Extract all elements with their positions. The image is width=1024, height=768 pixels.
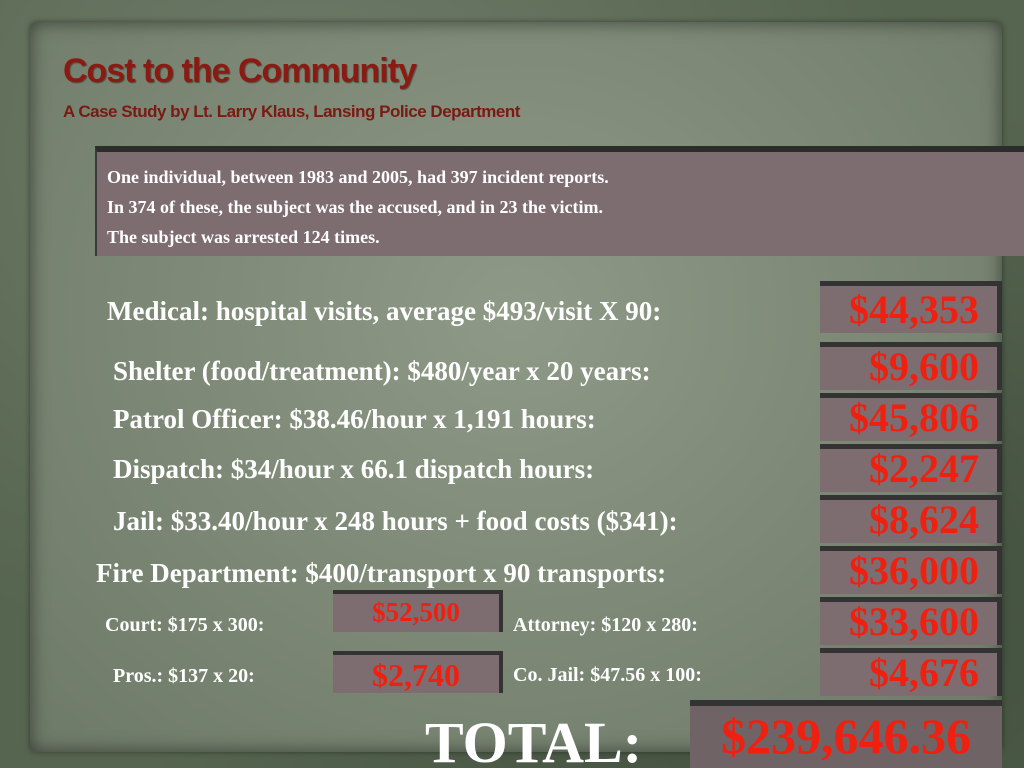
jail-label: Jail: $33.40/hour x 248 hours + food cos… (113, 506, 678, 536)
cojail-label: Co. Jail: $47.56 x 100: (513, 664, 702, 686)
fire-amount: $36,000 (820, 546, 1002, 594)
shelter-amount: $9,600 (820, 342, 1002, 390)
patrol-amount: $45,806 (820, 393, 1002, 441)
summary-line: The subject was arrested 124 times. (107, 227, 380, 247)
court-amount: $52,500 (333, 590, 503, 632)
dispatch-label: Dispatch: $34/hour x 66.1 dispatch hours… (113, 454, 595, 484)
medical-amount: $44,353 (820, 281, 1002, 333)
attorney-amount: $33,600 (820, 597, 1002, 645)
court-label: Court: $175 x 300: (105, 614, 265, 636)
total-label: TOTAL: (425, 710, 643, 768)
pros-label: Pros.: $137 x 20: (113, 665, 255, 687)
dispatch-amount: $2,247 (820, 444, 1002, 492)
patrol-label: Patrol Officer: $38.46/hour x 1,191 hour… (113, 404, 596, 434)
summary-box: One individual, between 1983 and 2005, h… (95, 146, 1024, 256)
jail-amount: $8,624 (820, 495, 1002, 543)
summary-line: One individual, between 1983 and 2005, h… (107, 167, 609, 187)
medical-label: Medical: hospital visits, average $493/v… (107, 296, 662, 326)
pros-amount: $2,740 (333, 651, 503, 693)
page-title: Cost to the Community (63, 52, 417, 90)
attorney-label: Attorney: $120 x 280: (513, 614, 698, 636)
shelter-label: Shelter (food/treatment): $480/year x 20… (113, 356, 651, 386)
fire-label: Fire Department: $400/transport x 90 tra… (96, 558, 667, 588)
cojail-amount: $4,676 (820, 648, 1002, 696)
total-amount: $239,646.36 (690, 700, 1002, 768)
page-subtitle: A Case Study by Lt. Larry Klaus, Lansing… (63, 102, 520, 121)
summary-line: In 374 of these, the subject was the acc… (107, 197, 603, 217)
